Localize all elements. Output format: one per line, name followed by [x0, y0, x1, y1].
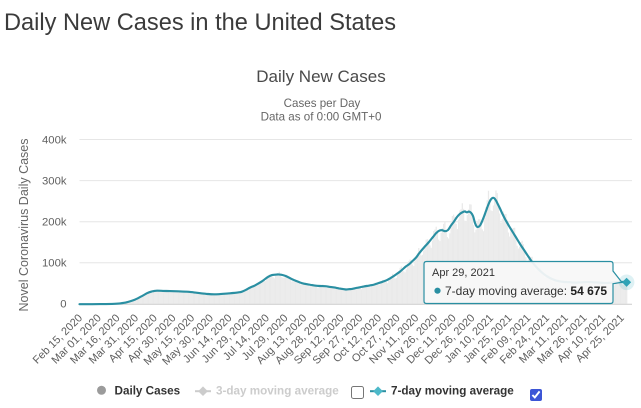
svg-text:0: 0: [60, 299, 66, 311]
svg-text:Daily New Cases in the United: Daily New Cases in the United States: [4, 10, 396, 36]
svg-text:200k: 200k: [42, 217, 67, 229]
svg-text:100k: 100k: [42, 258, 67, 270]
svg-text:Cases per Day: Cases per Day: [284, 97, 361, 110]
svg-text:Daily New Cases: Daily New Cases: [256, 67, 385, 86]
svg-text:3-day moving average: 3-day moving average: [216, 385, 339, 398]
svg-text:Data as of 0:00 GMT+0: Data as of 0:00 GMT+0: [261, 111, 382, 124]
svg-text:7-day moving average: 54 675: 7-day moving average: 54 675: [445, 284, 607, 298]
svg-text:Apr 29, 2021: Apr 29, 2021: [432, 267, 495, 279]
svg-text:Novel Coronavirus Daily Cases: Novel Coronavirus Daily Cases: [17, 139, 31, 312]
svg-text:300k: 300k: [42, 175, 67, 187]
svg-text:7-day moving average: 7-day moving average: [391, 385, 514, 398]
svg-text:400k: 400k: [42, 134, 67, 146]
svg-text:Daily Cases: Daily Cases: [115, 385, 181, 398]
